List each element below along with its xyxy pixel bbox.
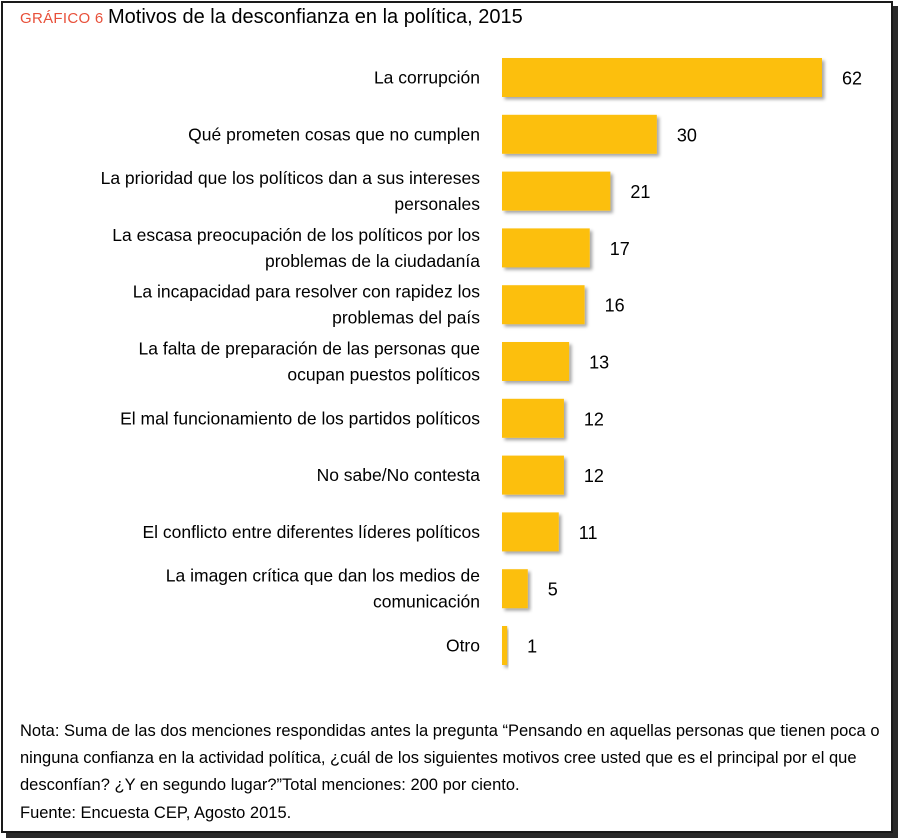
bar-chart: 62 La corrupción 30 Qué prometen cosas que … <box>101 58 862 665</box>
data-label: 16 <box>605 296 625 316</box>
bar <box>502 512 559 552</box>
category-label: problemas del país <box>332 308 480 328</box>
data-label: 30 <box>677 125 697 145</box>
figure-title-text: Motivos de la desconfianza en la polític… <box>108 6 523 28</box>
bar <box>502 58 822 97</box>
category-label: problemas de la ciudadanía <box>265 251 480 271</box>
category-label: No sabe/No contesta <box>317 465 481 485</box>
bar <box>502 626 508 665</box>
data-label: 1 <box>527 637 537 657</box>
bar <box>502 228 590 268</box>
figure-tag: GRÁFICO 6 <box>20 10 104 27</box>
data-label: 62 <box>842 69 862 89</box>
bar <box>502 171 611 211</box>
bar <box>502 398 564 438</box>
data-label: 13 <box>589 353 609 373</box>
category-label: La corrupción <box>374 68 480 88</box>
figure-title: GRÁFICO 6 Motivos de la desconfianza en … <box>20 6 523 29</box>
bar <box>502 342 570 381</box>
chart-note: Nota: Suma de las dos menciones respondi… <box>20 722 880 794</box>
data-label: 12 <box>584 409 604 429</box>
data-label: 5 <box>548 580 558 600</box>
frame-shadow-right <box>893 6 898 837</box>
category-label: La prioridad que los políticos dan a sus… <box>101 168 481 188</box>
data-label: 21 <box>630 182 650 202</box>
chart-source: Fuente: Encuesta CEP, Agosto 2015. <box>20 804 292 822</box>
category-label: Qué prometen cosas que no cumplen <box>188 124 480 144</box>
category-label: Otro <box>446 636 480 656</box>
category-label: El mal funcionamiento de los partidos po… <box>120 408 480 428</box>
data-label: 12 <box>584 466 604 486</box>
category-label: La incapacidad para resolver con rapidez… <box>133 282 481 302</box>
category-label: ocupan puestos políticos <box>287 365 480 385</box>
bar <box>502 569 528 609</box>
data-label: 17 <box>610 239 630 259</box>
bar <box>502 114 657 154</box>
category-label: La escasa preocupación de los políticos … <box>112 225 480 245</box>
frame-shadow-bottom <box>6 833 898 838</box>
category-label: La falta de preparación de las personas … <box>139 339 481 359</box>
category-label: El conflicto entre diferentes líderes po… <box>142 522 480 542</box>
bar <box>502 455 564 495</box>
bar <box>502 285 585 325</box>
data-label: 11 <box>579 523 598 543</box>
category-label: comunicación <box>373 592 480 612</box>
category-label: personales <box>394 194 480 214</box>
category-label: La imagen crítica que dan los medios de <box>166 566 480 586</box>
